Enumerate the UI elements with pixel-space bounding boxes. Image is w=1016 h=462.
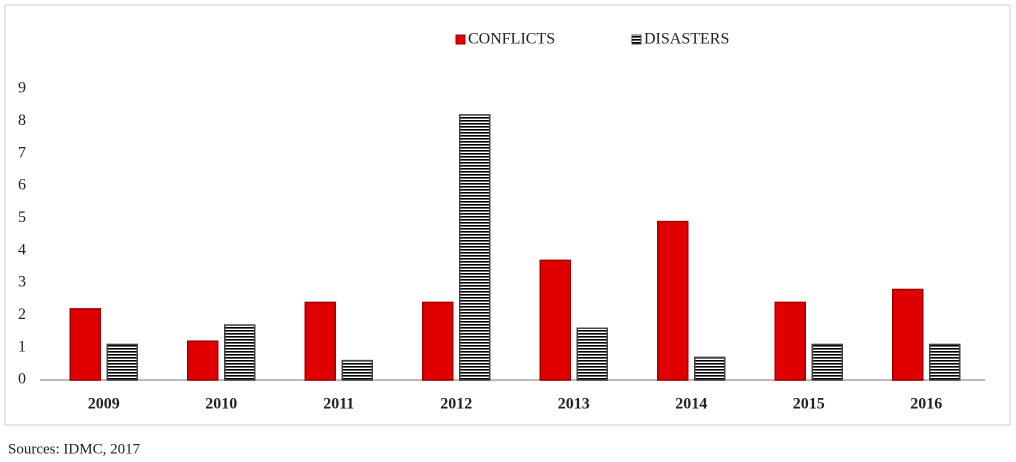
- y-tick-label: 8: [18, 112, 26, 129]
- legend-label: DISASTERS: [644, 31, 729, 48]
- y-tick-label: 1: [18, 338, 26, 355]
- bar: [69, 308, 101, 381]
- bar: [929, 343, 961, 381]
- bar: [341, 359, 373, 381]
- legend-label: CONFLICTS: [468, 31, 555, 48]
- x-tick-label: 2012: [440, 396, 472, 413]
- bar: [576, 327, 608, 381]
- bar: [422, 301, 454, 381]
- bar: [694, 356, 726, 381]
- y-tick-label: 6: [18, 177, 26, 194]
- bar: [657, 220, 689, 381]
- bar: [774, 301, 806, 381]
- y-tick-label: 0: [18, 371, 26, 388]
- x-tick-label: 2015: [793, 396, 825, 413]
- bar: [106, 343, 138, 381]
- bar: [539, 259, 571, 381]
- source-note: Sources: IDMC, 2017: [8, 441, 141, 457]
- y-tick-label: 7: [18, 144, 26, 161]
- x-tick-label: 2009: [88, 396, 120, 413]
- bar: [304, 301, 336, 381]
- x-tick-label: 2010: [205, 396, 237, 413]
- y-tick-label: 3: [18, 274, 26, 291]
- bar: [459, 114, 491, 381]
- legend-swatch: [455, 34, 466, 45]
- bar: [224, 324, 256, 381]
- x-tick-label: 2014: [675, 396, 707, 413]
- x-tick-label: 2011: [323, 396, 354, 413]
- x-tick-label: 2016: [910, 396, 942, 413]
- y-tick-label: 4: [18, 241, 26, 258]
- bar: [811, 343, 843, 381]
- chart-frame: [4, 4, 1011, 426]
- y-tick-label: 9: [18, 80, 26, 97]
- bar: [187, 340, 219, 381]
- bar: [892, 288, 924, 381]
- legend-swatch: [631, 34, 642, 45]
- y-tick-label: 2: [18, 306, 26, 323]
- y-tick-label: 5: [18, 209, 26, 226]
- x-tick-label: 2013: [558, 396, 590, 413]
